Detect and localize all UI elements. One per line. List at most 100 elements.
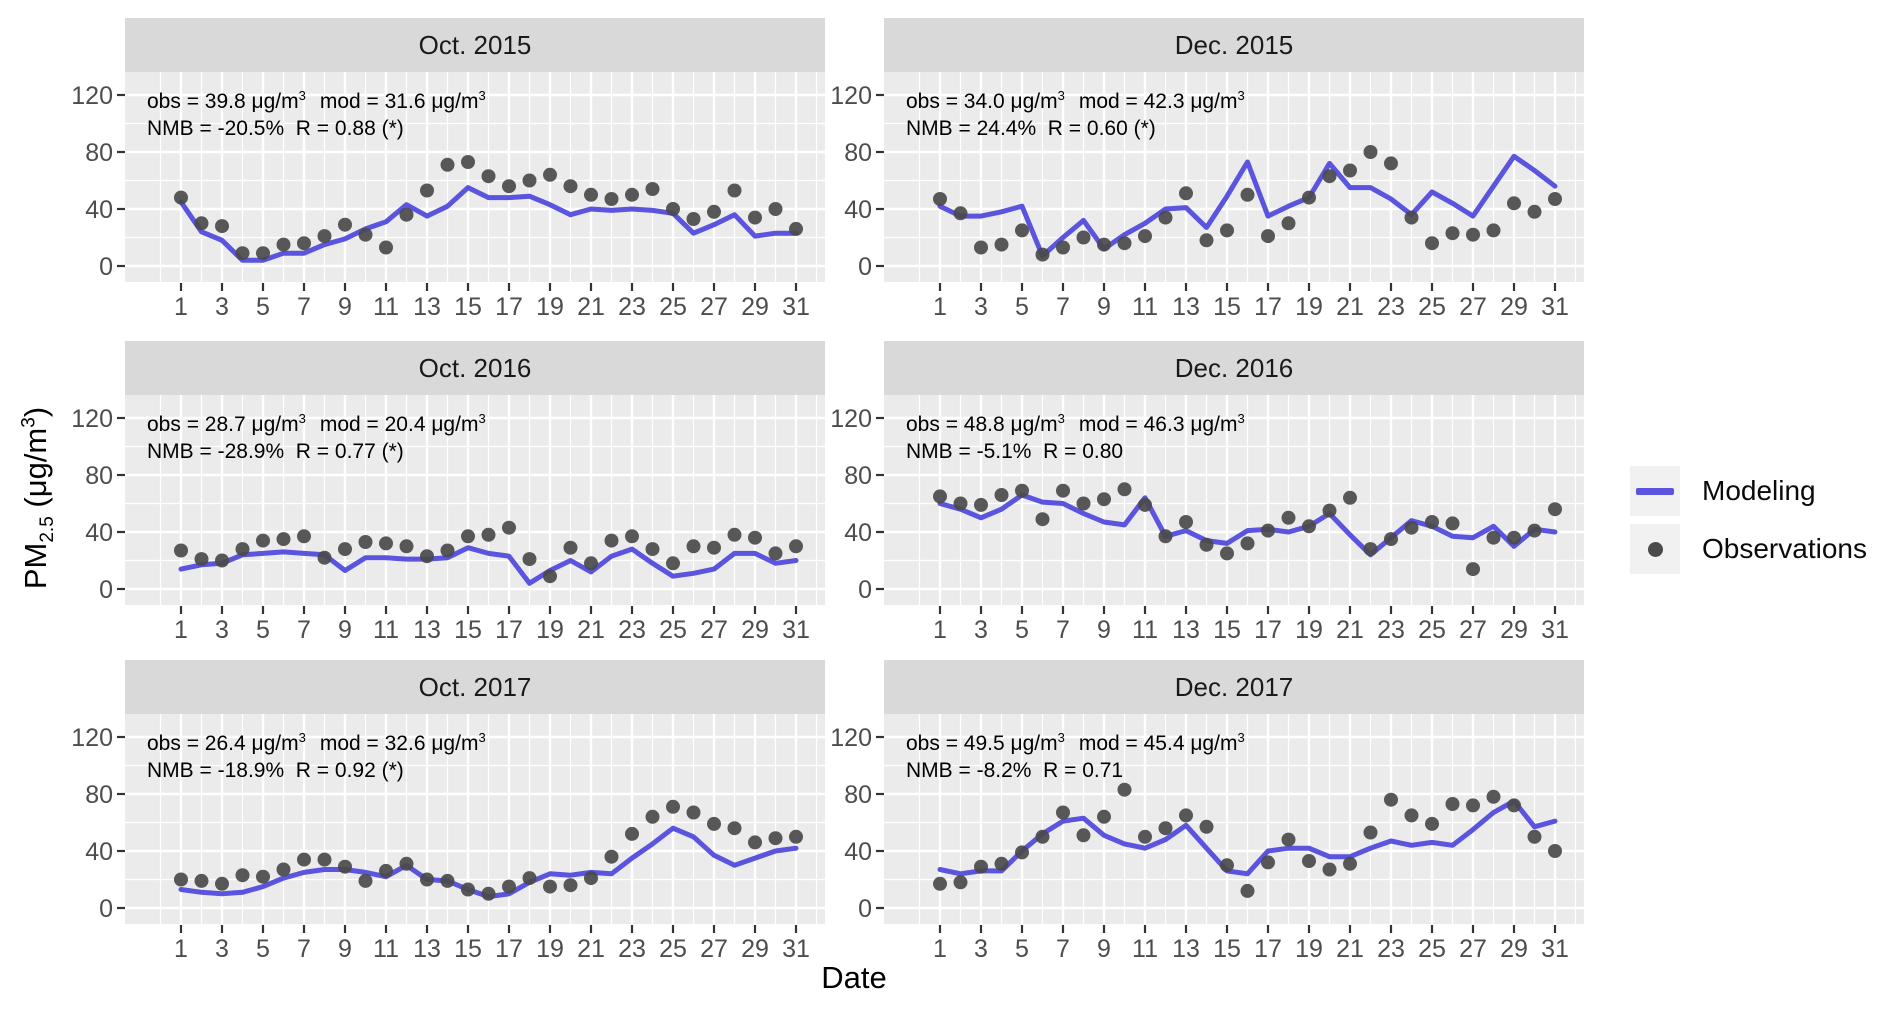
svg-text:7: 7 <box>297 616 311 644</box>
svg-text:1: 1 <box>933 293 947 321</box>
svg-text:3: 3 <box>215 293 229 321</box>
grid-minor <box>884 714 1584 924</box>
svg-text:23: 23 <box>1377 935 1405 963</box>
svg-text:80: 80 <box>85 462 113 490</box>
y-tick-labels: 0 40 80 120 <box>830 405 872 604</box>
legend-item-modeling: Modeling <box>1630 466 1867 516</box>
svg-text:21: 21 <box>1336 935 1364 963</box>
svg-text:1: 1 <box>933 616 947 644</box>
legend-label-observations: Observations <box>1702 533 1867 564</box>
svg-text:17: 17 <box>495 293 523 321</box>
svg-text:80: 80 <box>844 781 872 809</box>
svg-text:0: 0 <box>99 253 113 281</box>
observation-points <box>933 482 1562 577</box>
obs-point-swatch <box>1647 541 1663 557</box>
svg-text:31: 31 <box>782 293 810 321</box>
svg-text:27: 27 <box>1459 616 1487 644</box>
grid-major <box>125 395 825 605</box>
svg-text:9: 9 <box>338 616 352 644</box>
svg-text:21: 21 <box>1336 616 1364 644</box>
svg-text:17: 17 <box>495 935 523 963</box>
svg-text:1: 1 <box>174 293 188 321</box>
svg-text:11: 11 <box>373 935 399 963</box>
svg-text:13: 13 <box>413 616 441 644</box>
y-tick-labels: 0 40 80 120 <box>830 82 872 281</box>
svg-text:40: 40 <box>85 196 113 224</box>
svg-text:1: 1 <box>933 935 947 963</box>
svg-text:3: 3 <box>974 616 988 644</box>
svg-text:19: 19 <box>1295 935 1323 963</box>
legend: Modeling Observations <box>1630 466 1867 582</box>
x-tick-labels: 1 3 5 7 9 11 13 15 17 19 21 23 25 27 29 31 <box>933 293 1569 321</box>
grid-minor <box>884 72 1584 282</box>
svg-text:25: 25 <box>659 293 687 321</box>
svg-text:0: 0 <box>858 253 872 281</box>
legend-item-observations: Observations <box>1630 524 1867 574</box>
facet-oct-2017: Oct. 2017 1 3 5 7 9 11 13 15 17 19 21 23 25 27 29 31 0 40… <box>65 660 825 966</box>
axis-ticks <box>876 735 1557 933</box>
svg-text:27: 27 <box>1459 293 1487 321</box>
panel-stats-annotation: obs = 28.7 μg/m3 mod = 20.4 μg/m3 NMB = -2… <box>147 411 486 463</box>
svg-text:25: 25 <box>1418 616 1446 644</box>
y-tick-labels: 0 40 80 120 <box>71 82 113 281</box>
svg-text:15: 15 <box>454 935 482 963</box>
x-tick-labels: 1 3 5 7 9 11 13 15 17 19 21 23 25 27 29 31 <box>174 616 810 644</box>
svg-text:3: 3 <box>974 293 988 321</box>
svg-text:25: 25 <box>659 616 687 644</box>
svg-text:40: 40 <box>844 196 872 224</box>
svg-text:0: 0 <box>858 895 872 923</box>
observation-points <box>174 799 803 901</box>
svg-text:21: 21 <box>577 293 605 321</box>
svg-text:13: 13 <box>1172 935 1200 963</box>
svg-text:11: 11 <box>373 616 399 644</box>
grid-minor <box>125 714 825 924</box>
svg-text:23: 23 <box>618 293 646 321</box>
svg-text:7: 7 <box>1056 293 1070 321</box>
x-tick-labels: 1 3 5 7 9 11 13 15 17 19 21 23 25 27 29 31 <box>933 616 1569 644</box>
svg-text:0: 0 <box>99 895 113 923</box>
svg-text:7: 7 <box>1056 935 1070 963</box>
facet-title: Oct. 2016 <box>125 341 825 395</box>
facet-dec-2017: Dec. 2017 1 3 5 7 9 11 13 15 17 19 21 23 25 27 29 31 0 40… <box>824 660 1584 966</box>
svg-text:17: 17 <box>1254 935 1282 963</box>
facet-title: Oct. 2015 <box>125 18 825 72</box>
axis-ticks <box>117 93 798 291</box>
svg-text:19: 19 <box>1295 616 1323 644</box>
svg-text:31: 31 <box>1541 293 1569 321</box>
svg-text:23: 23 <box>618 616 646 644</box>
x-tick-labels: 1 3 5 7 9 11 13 15 17 19 21 23 25 27 29 31 <box>933 935 1569 963</box>
svg-text:29: 29 <box>741 935 769 963</box>
svg-text:0: 0 <box>858 576 872 604</box>
svg-text:17: 17 <box>1254 293 1282 321</box>
svg-text:25: 25 <box>1418 293 1446 321</box>
legend-label-modeling: Modeling <box>1702 475 1816 506</box>
svg-text:11: 11 <box>1132 293 1158 321</box>
svg-text:27: 27 <box>700 616 728 644</box>
y-tick-labels: 0 40 80 120 <box>71 405 113 604</box>
y-tick-labels: 0 40 80 120 <box>71 724 113 923</box>
svg-text:29: 29 <box>1500 935 1528 963</box>
svg-text:80: 80 <box>844 139 872 167</box>
svg-text:1: 1 <box>174 935 188 963</box>
observation-points <box>933 145 1562 262</box>
axis-ticks <box>117 735 798 933</box>
panel-stats-annotation: obs = 34.0 μg/m3 mod = 42.3 μg/m3 NMB = 24… <box>906 88 1245 140</box>
x-axis-title: Date <box>821 960 887 995</box>
modeling-line <box>937 492 1558 558</box>
axis-ticks <box>876 93 1557 291</box>
svg-text:5: 5 <box>1015 935 1029 963</box>
grid-minor <box>125 395 825 605</box>
svg-text:120: 120 <box>830 724 872 752</box>
panel-background <box>125 714 825 924</box>
svg-text:29: 29 <box>1500 293 1528 321</box>
svg-text:80: 80 <box>844 462 872 490</box>
facet-oct-2016: Oct. 2016 1 3 5 7 9 11 13 15 17 19 21 23 25 27 29 31 0 40… <box>65 341 825 647</box>
facet-dec-2016: Dec. 2016 1 3 5 7 9 11 13 15 17 19 21 23 25 27 29 31 0 40… <box>824 341 1584 647</box>
grid-minor <box>884 395 1584 605</box>
y-tick-labels: 0 40 80 120 <box>830 724 872 923</box>
svg-text:3: 3 <box>215 616 229 644</box>
panel-stats-annotation: obs = 26.4 μg/m3 mod = 32.6 μg/m3 NMB = -1… <box>147 730 486 782</box>
svg-text:31: 31 <box>1541 935 1569 963</box>
